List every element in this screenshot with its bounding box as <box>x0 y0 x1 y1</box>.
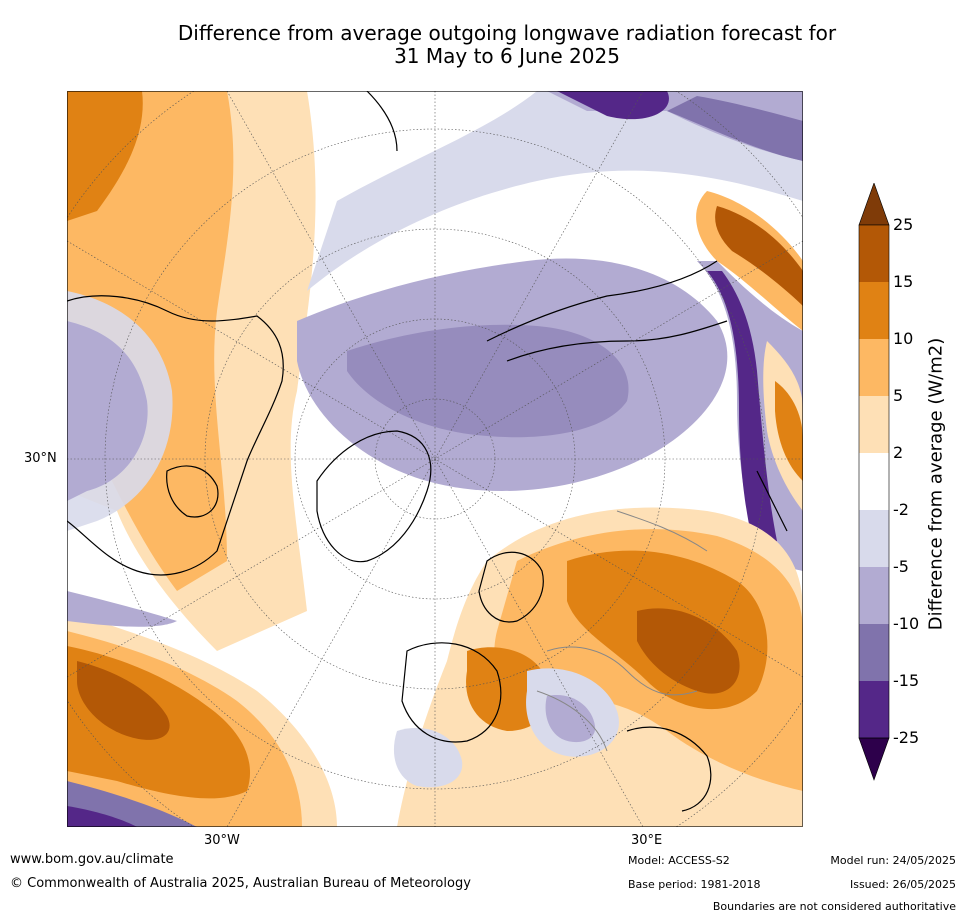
colorbar-5-10 <box>859 339 889 396</box>
region-top-left-strong <box>67 91 143 221</box>
colorbar-m2-m5 <box>859 510 889 567</box>
colorbar-tick-m10: -10 <box>893 614 920 633</box>
polar-map <box>67 91 803 827</box>
colorbar-extend-top <box>858 182 890 226</box>
footer-model-run: Model run: 24/05/2025 <box>830 854 956 867</box>
map-title: Difference from average outgoing longwav… <box>0 22 965 68</box>
borders <box>536 510 708 752</box>
colorbar-tick-m5: -5 <box>893 557 909 576</box>
colorbar-2-5 <box>859 396 889 453</box>
colorbar-m15-m25 <box>859 681 889 738</box>
footer-issued: Issued: 26/05/2025 <box>849 878 956 891</box>
lat-label-30n: 30°N <box>24 451 57 466</box>
region-arctic-cool <box>307 91 803 291</box>
coastlines <box>67 91 788 812</box>
footer-copyright: © Commonwealth of Australia 2025, Austra… <box>10 876 471 891</box>
colorbar-10-15 <box>859 282 889 339</box>
coast-siberia <box>486 260 718 342</box>
colorbar-tick-m2: -2 <box>893 500 909 519</box>
colorbar <box>858 182 890 781</box>
coast-greenland <box>316 430 432 563</box>
footer-base-period: Base period: 1981-2018 <box>628 878 761 891</box>
colorbar-tick-m25: -25 <box>893 728 920 747</box>
colorbar-tick-m15: -15 <box>893 671 920 690</box>
colorbar-extend-bottom <box>858 737 890 781</box>
colorbar-15-25 <box>859 225 889 282</box>
title-line-2: 31 May to 6 June 2025 <box>394 44 620 68</box>
coast-europe <box>401 642 502 743</box>
colorbar-m5-m10 <box>859 567 889 624</box>
coast-scandinavia <box>478 551 544 623</box>
footer-model: Model: ACCESS-S2 <box>628 854 730 867</box>
footer-website: www.bom.gov.au/climate <box>10 852 174 867</box>
colorbar-neutral <box>859 453 889 510</box>
colorbar-tick-5: 5 <box>893 386 904 405</box>
colorbar-tick-10: 10 <box>893 329 914 348</box>
colorbar-tick-25: 25 <box>893 215 914 234</box>
lon-label-30w: 30°W <box>204 833 240 848</box>
coast-north-america <box>67 295 284 576</box>
colorbar-m10-m15 <box>859 624 889 681</box>
lon-label-30e: 30°E <box>631 833 663 848</box>
footer-disclaimer: Boundaries are not considered authoritat… <box>712 900 956 913</box>
colorbar-tick-15: 15 <box>893 272 914 291</box>
colorbar-tick-2: 2 <box>893 443 904 462</box>
title-line-1: Difference from average outgoing longwav… <box>177 21 837 45</box>
colorbar-title: Difference from average (W/m2) <box>925 337 947 631</box>
